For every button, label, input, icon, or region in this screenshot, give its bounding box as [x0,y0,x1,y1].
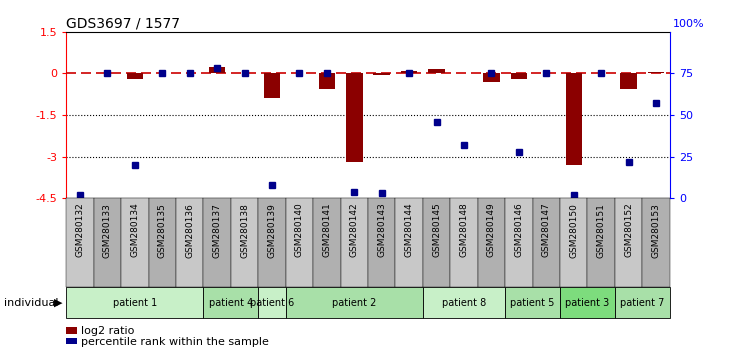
Text: GSM280132: GSM280132 [76,202,85,257]
Bar [209,67,225,74]
Bar [478,198,505,287]
Bar [505,198,533,287]
Bar [395,198,423,287]
Bar [313,198,341,287]
Bar [203,198,231,287]
Bar [428,69,445,74]
Bar [66,287,203,318]
Text: log2 ratio: log2 ratio [81,326,135,336]
Bar [533,198,560,287]
Bar [505,287,560,318]
Text: GSM280136: GSM280136 [185,202,194,258]
Text: patient 1: patient 1 [113,298,157,308]
Text: GSM280147: GSM280147 [542,202,551,257]
Bar [587,198,615,287]
Text: GSM280134: GSM280134 [130,202,139,257]
Bar [286,287,423,318]
Bar [149,198,176,287]
Bar [643,198,670,287]
Bar [93,198,121,287]
Text: GSM280145: GSM280145 [432,202,441,257]
Bar [484,74,500,82]
Text: GSM280146: GSM280146 [514,202,523,257]
Bar [620,74,637,89]
Bar [560,198,587,287]
Bar [401,71,417,74]
Text: GSM280142: GSM280142 [350,202,358,257]
Bar [615,198,643,287]
Text: GSM280148: GSM280148 [459,202,469,257]
Text: GSM280139: GSM280139 [267,202,277,258]
Bar [263,74,280,98]
Bar [346,74,363,162]
Text: patient 4: patient 4 [209,298,253,308]
Text: patient 5: patient 5 [510,298,555,308]
Text: individual: individual [4,298,58,308]
Bar [203,287,258,318]
Bar [258,198,286,287]
Text: GSM280140: GSM280140 [295,202,304,257]
Bar [66,198,93,287]
Text: GSM280153: GSM280153 [651,202,660,258]
Bar [286,198,313,287]
Bar [258,287,286,318]
Bar [368,198,395,287]
Bar [648,72,665,74]
Bar [423,198,450,287]
Text: patient 7: patient 7 [620,298,665,308]
Text: GSM280143: GSM280143 [378,202,386,257]
Bar [560,287,615,318]
Text: patient 3: patient 3 [565,298,609,308]
Text: GSM280137: GSM280137 [213,202,222,258]
Text: patient 6: patient 6 [250,298,294,308]
Bar [127,74,143,79]
Text: patient 2: patient 2 [332,298,377,308]
Bar [231,198,258,287]
Text: GSM280144: GSM280144 [405,202,414,257]
Text: ▶: ▶ [54,298,63,308]
Text: GSM280151: GSM280151 [597,202,606,258]
Text: GSM280138: GSM280138 [240,202,249,258]
Text: GSM280150: GSM280150 [569,202,578,258]
Text: GSM280152: GSM280152 [624,202,633,257]
Text: GDS3697 / 1577: GDS3697 / 1577 [66,17,180,31]
Bar [450,198,478,287]
Bar [121,198,149,287]
Text: patient 8: patient 8 [442,298,486,308]
Bar [615,287,670,318]
Bar [373,74,390,75]
Text: GSM280149: GSM280149 [487,202,496,257]
Bar [319,74,335,89]
Text: GSM280135: GSM280135 [158,202,167,258]
Text: GSM280141: GSM280141 [322,202,331,257]
Bar [341,198,368,287]
Bar [565,74,582,165]
Bar [423,287,505,318]
Text: percentile rank within the sample: percentile rank within the sample [81,337,269,347]
Bar [511,74,527,79]
Bar [176,198,203,287]
Text: 100%: 100% [673,19,704,29]
Text: GSM280133: GSM280133 [103,202,112,258]
